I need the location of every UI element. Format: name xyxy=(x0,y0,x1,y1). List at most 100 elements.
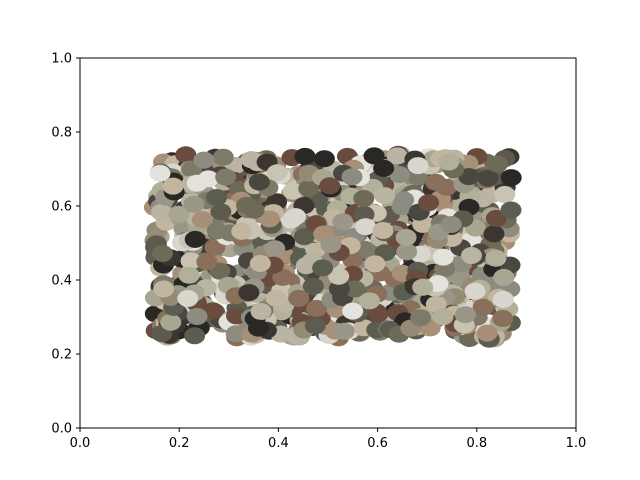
scatter-point xyxy=(418,194,440,212)
scatter-point xyxy=(225,325,247,343)
scatter-point xyxy=(160,313,182,331)
scatter-point xyxy=(177,290,199,307)
y-tick-label: 1.0 xyxy=(51,52,72,67)
scatter-point xyxy=(363,147,385,165)
scatter-point xyxy=(373,159,395,177)
scatter-point xyxy=(355,218,377,236)
scatter-point xyxy=(319,177,341,195)
scatter-point xyxy=(440,216,462,233)
scatter-point xyxy=(461,247,482,264)
scatter-point xyxy=(328,280,350,298)
scatter-point xyxy=(386,147,408,165)
scatter-point xyxy=(184,230,206,248)
scatter-point xyxy=(183,195,205,213)
scatter-point xyxy=(282,182,304,200)
scatter-point xyxy=(191,211,213,229)
scatter-point xyxy=(454,306,476,324)
scatter-point xyxy=(186,308,208,325)
scatter-point xyxy=(393,191,415,209)
scatter-point xyxy=(476,324,498,342)
scatter-point xyxy=(153,280,175,298)
scatter-point xyxy=(162,177,184,195)
scatter-point xyxy=(313,150,335,168)
x-tick-label: 0.6 xyxy=(367,436,388,451)
scatter-point xyxy=(485,249,507,267)
scatter-point xyxy=(240,151,262,169)
scatter-point xyxy=(295,257,317,275)
scatter-point xyxy=(500,201,522,219)
scatter-point xyxy=(193,151,215,169)
scatter-point xyxy=(215,168,237,186)
scatter-point xyxy=(320,236,342,254)
scatter-point xyxy=(238,284,260,302)
scatter-point xyxy=(328,267,350,285)
scatter-point xyxy=(212,148,234,166)
scatter-point xyxy=(175,146,197,164)
scatter-point xyxy=(493,268,515,286)
scatter-point xyxy=(410,309,432,327)
scatter-point xyxy=(492,291,514,308)
scatter-point xyxy=(374,187,396,205)
scatter-point xyxy=(248,173,270,191)
scatter-point xyxy=(492,310,514,327)
scatter-point xyxy=(341,168,363,186)
scatter-point xyxy=(247,319,269,337)
scatter-point xyxy=(438,153,460,171)
scatter-point xyxy=(180,252,202,270)
scatter-point xyxy=(186,174,208,192)
scatter-point xyxy=(264,240,286,258)
scatter-point xyxy=(487,155,508,173)
scatter-point xyxy=(367,305,389,323)
scatter-point xyxy=(464,282,486,300)
x-tick-label: 0.2 xyxy=(169,436,190,451)
scatter-point xyxy=(333,322,355,340)
scatter-point xyxy=(372,222,394,239)
scatter-point xyxy=(302,277,324,295)
x-axis: 0.0 0.2 0.4 0.6 0.8 1.0 xyxy=(70,428,587,451)
scatter-point xyxy=(294,147,316,165)
y-tick-label: 0.8 xyxy=(51,126,72,141)
scatter-point xyxy=(250,303,272,320)
scatter-point xyxy=(304,317,326,335)
scatter-point xyxy=(432,248,454,266)
scatter-point xyxy=(353,190,375,207)
scatter-point xyxy=(231,222,253,240)
scatter-point xyxy=(206,222,228,240)
scatter-point xyxy=(249,255,271,272)
y-tick-label: 0.0 xyxy=(51,422,72,437)
x-tick-label: 0.4 xyxy=(268,436,289,451)
y-tick-label: 0.6 xyxy=(51,200,72,215)
y-tick-label: 0.2 xyxy=(51,348,72,363)
scatter-point xyxy=(389,166,410,184)
scatter-point xyxy=(494,186,516,203)
scatter-point xyxy=(259,210,280,228)
scatter-point xyxy=(280,211,302,229)
scatter-point xyxy=(364,255,386,273)
x-tick-label: 0.0 xyxy=(70,436,91,451)
scatter-point xyxy=(243,201,265,219)
scatter-point xyxy=(184,327,206,345)
scatter-point xyxy=(178,266,200,284)
scatter-point xyxy=(477,169,499,187)
scatter-point xyxy=(306,300,328,317)
scatter-point xyxy=(485,209,507,227)
scatter-point xyxy=(407,157,429,175)
scatter-point xyxy=(272,268,294,286)
scatter-point xyxy=(500,169,522,187)
scatter-point xyxy=(149,164,171,182)
scatter-point xyxy=(395,229,417,246)
scatter-point xyxy=(396,243,418,261)
scatter-point xyxy=(288,289,310,307)
scatter-point xyxy=(344,280,366,298)
scatter-point xyxy=(483,225,505,243)
scatter-point xyxy=(265,289,287,307)
scatter-points xyxy=(143,145,522,348)
scatter-point xyxy=(210,203,232,221)
scatter-point xyxy=(168,205,190,223)
y-tick-label: 0.4 xyxy=(51,274,72,289)
x-tick-label: 1.0 xyxy=(566,436,587,451)
scatter-point xyxy=(412,278,434,296)
scatter-point xyxy=(293,228,315,246)
scatter-point xyxy=(206,189,228,206)
